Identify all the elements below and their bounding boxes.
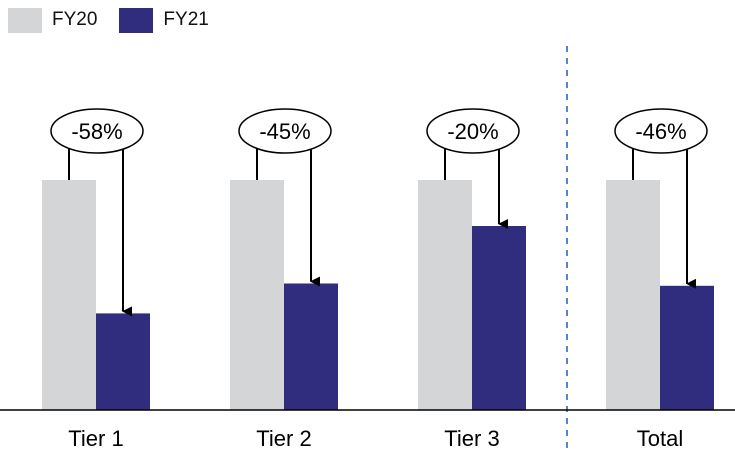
bar-fy21-tier-1 [96, 313, 150, 410]
bar-fy21-tier-3 [472, 226, 526, 410]
legend-label-fy21: FY21 [163, 9, 209, 30]
category-label-tier-3: Tier 3 [444, 426, 499, 451]
change-oval-tier-3 [426, 108, 520, 154]
category-label-total: Total [637, 426, 683, 451]
legend-label-fy20: FY20 [52, 9, 98, 30]
change-label-total: -46% [635, 119, 686, 144]
change-label-tier-3: -20% [447, 119, 498, 144]
change-label-tier-2: -45% [259, 119, 310, 144]
legend: FY20 FY21 [8, 6, 231, 34]
category-label-tier-2: Tier 2 [256, 426, 311, 451]
change-label-tier-1: -58% [71, 119, 122, 144]
bar-fy20-tier-2 [230, 180, 284, 410]
bar-fy21-tier-2 [284, 283, 338, 410]
bar-fy20-tier-1 [42, 180, 96, 410]
bar-fy20-total [606, 180, 660, 410]
legend-item-fy21: FY21 [119, 7, 209, 33]
category-label-tier-1: Tier 1 [68, 426, 123, 451]
legend-swatch-fy20 [8, 7, 42, 33]
change-oval-total [614, 108, 708, 154]
legend-swatch-fy21 [119, 7, 154, 33]
bar-fy21-total [660, 285, 714, 410]
bar-fy20-tier-3 [418, 180, 472, 410]
change-oval-tier-1 [50, 108, 144, 154]
legend-item-fy20: FY20 [8, 7, 98, 33]
change-oval-tier-2 [238, 108, 332, 154]
